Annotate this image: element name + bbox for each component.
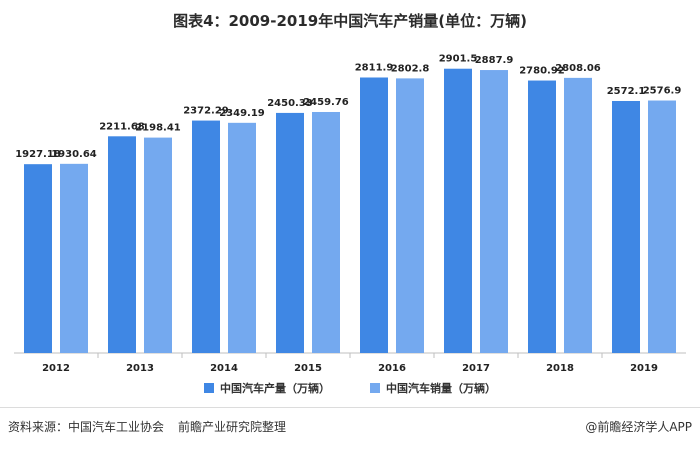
- bar-sales: [60, 163, 88, 353]
- bar-sales: [648, 100, 676, 353]
- data-label-sales: 2576.9: [643, 86, 682, 97]
- data-label-production: 2372.29: [183, 106, 229, 117]
- bar-sales: [396, 78, 424, 353]
- data-label-sales: 2459.76: [303, 97, 349, 108]
- x-tick-label: 2019: [630, 363, 658, 374]
- legend-swatch-sales: [370, 383, 380, 393]
- brand-text: @前瞻经济学人APP: [585, 420, 692, 434]
- bar-production: [192, 120, 220, 353]
- bar-production: [444, 68, 472, 354]
- data-label-production: 2780.92: [519, 66, 565, 77]
- bar-production: [612, 100, 640, 353]
- source-text: 资料来源：中国汽车工业协会: [8, 420, 165, 434]
- bar-sales: [480, 70, 508, 354]
- data-label-production: 2811.9: [355, 62, 394, 73]
- data-label-production: 1927.18: [15, 149, 61, 160]
- legend: 中国汽车产量（万辆） 中国汽车销量（万辆）: [0, 380, 700, 396]
- data-label-production: 2450.33: [267, 98, 313, 109]
- data-label-sales: 2198.41: [135, 123, 181, 134]
- brand-note: @前瞻经济学人APP: [585, 418, 692, 435]
- data-label-production: 2901.5: [439, 54, 478, 65]
- bar-sales: [312, 111, 340, 353]
- source-note: 资料来源：中国汽车工业协会 前瞻产业研究院整理: [8, 418, 286, 435]
- x-tick-label: 2015: [294, 363, 322, 374]
- data-label-production: 2211.68: [99, 121, 145, 132]
- x-tick-label: 2018: [546, 363, 574, 374]
- x-tick-label: 2016: [378, 363, 406, 374]
- bar-production: [108, 136, 136, 353]
- bar-production: [528, 80, 556, 353]
- legend-item-sales: 中国汽车销量（万辆）: [370, 380, 496, 396]
- bar-sales: [228, 122, 256, 353]
- data-label-sales: 1930.64: [51, 149, 97, 160]
- footer-divider: [0, 407, 700, 408]
- x-tick-label: 2014: [210, 363, 238, 374]
- x-tick-label: 2017: [462, 363, 490, 374]
- legend-swatch-production: [204, 383, 214, 393]
- data-label-production: 2572.1: [607, 86, 646, 97]
- data-label-sales: 2802.8: [391, 63, 430, 74]
- legend-label-sales: 中国汽车销量（万辆）: [386, 382, 496, 395]
- chart-title: 图表4：2009-2019年中国汽车产销量(单位：万辆): [173, 12, 527, 30]
- x-tick-label: 2013: [126, 363, 154, 374]
- bar-production: [276, 112, 304, 353]
- legend-label-production: 中国汽车产量（万辆）: [220, 382, 330, 395]
- x-tick-label: 2012: [42, 363, 70, 374]
- legend-item-production: 中国汽车产量（万辆）: [204, 380, 330, 396]
- data-label-sales: 2887.9: [475, 55, 514, 66]
- data-label-sales: 2808.06: [555, 63, 601, 74]
- bar-sales: [144, 137, 172, 353]
- bar-production: [360, 77, 388, 354]
- data-label-sales: 2349.19: [219, 108, 265, 119]
- bar-sales: [564, 77, 592, 353]
- org-text: 前瞻产业研究院整理: [178, 420, 287, 434]
- bar-production: [24, 164, 52, 353]
